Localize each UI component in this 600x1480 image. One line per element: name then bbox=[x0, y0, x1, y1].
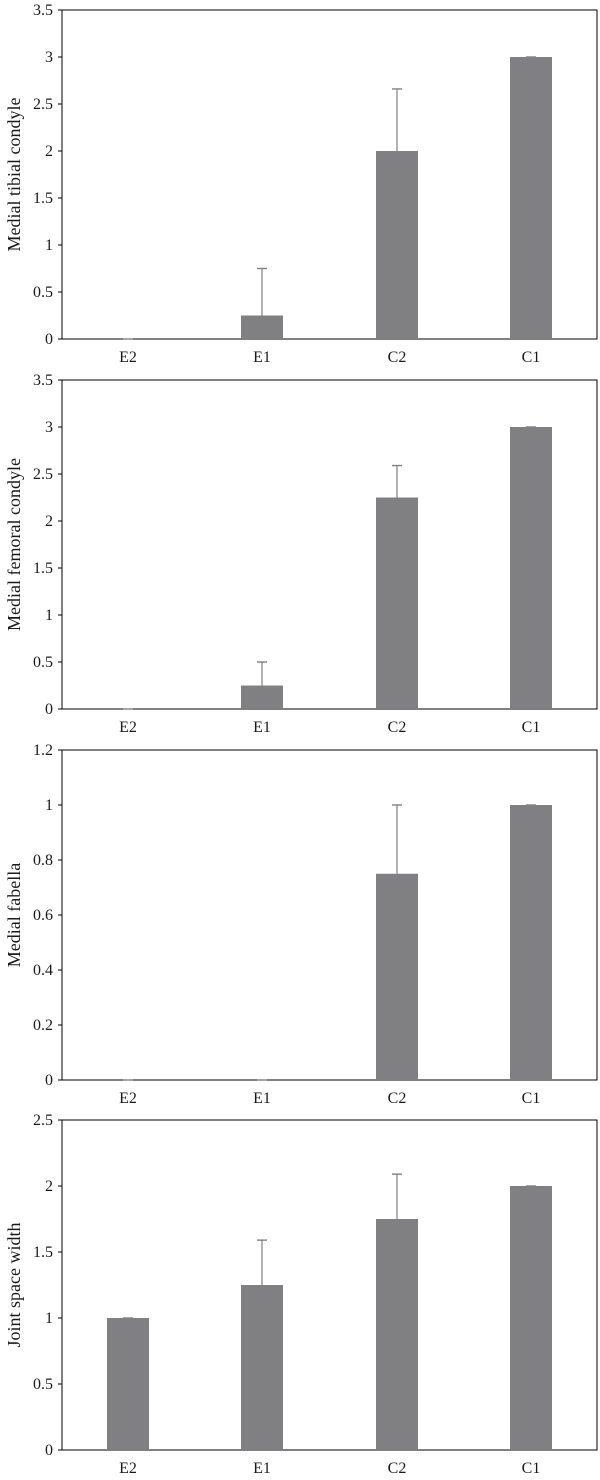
plot-frame bbox=[61, 9, 598, 340]
x-tick-label: C2 bbox=[388, 1460, 407, 1477]
x-tick-label: E2 bbox=[119, 719, 137, 736]
chart-panel-1: 0 0.5 1 1.5 2 2.5 3 3.5 Medial tibial condyle E2 E… bbox=[4, 2, 598, 366]
y-tick-label: 2 bbox=[45, 1178, 53, 1195]
y-tick-label: 1 bbox=[45, 237, 53, 254]
bar-C2 bbox=[376, 873, 418, 1080]
y-tick-label: 0.8 bbox=[33, 852, 53, 869]
plot-frame bbox=[61, 1119, 598, 1451]
y-axis-label: Joint space width bbox=[4, 1223, 24, 1348]
y-tick-label: 2.5 bbox=[33, 466, 53, 483]
y-tick-label: 1.5 bbox=[33, 190, 53, 207]
bar-E1 bbox=[241, 315, 283, 339]
y-tick-label: 1 bbox=[45, 1310, 53, 1327]
x-tick-label: E2 bbox=[119, 1460, 137, 1477]
bar-E2 bbox=[107, 1318, 149, 1450]
bar-C1 bbox=[510, 57, 552, 339]
y-tick-label: 2.5 bbox=[33, 1112, 53, 1129]
x-tick-label: C2 bbox=[388, 719, 407, 736]
y-tick-label: 0 bbox=[45, 1072, 53, 1089]
x-tick-label: E2 bbox=[119, 1090, 137, 1107]
y-tick-label: 0 bbox=[45, 331, 53, 348]
bar-C2 bbox=[376, 151, 418, 339]
y-axis-label: Medial fabella bbox=[4, 863, 24, 967]
y-tick-label: 1.5 bbox=[33, 1244, 53, 1261]
x-tick-label: C1 bbox=[522, 1090, 541, 1107]
x-tick-label: E1 bbox=[253, 1460, 271, 1477]
x-tick-label: E1 bbox=[253, 1090, 271, 1107]
bar-E1 bbox=[241, 685, 283, 709]
y-tick-label: 0.4 bbox=[33, 962, 53, 979]
y-tick-label: 1 bbox=[45, 797, 53, 814]
y-tick-label: 1.2 bbox=[33, 742, 53, 759]
bar-C1 bbox=[510, 805, 552, 1080]
x-tick-label: E2 bbox=[119, 349, 137, 366]
bar-C1 bbox=[510, 1186, 552, 1450]
y-axis-label: Medial femoral condyle bbox=[4, 458, 24, 631]
x-tick-label: C1 bbox=[522, 719, 541, 736]
y-tick-label: 0.5 bbox=[33, 284, 53, 301]
chart-panel-3: 0 0.2 0.4 0.6 0.8 1 1.2 Medial fabella E2 E1 C2 C1 bbox=[4, 742, 598, 1107]
y-tick-label: 0 bbox=[45, 1442, 53, 1459]
y-tick-label: 1.5 bbox=[33, 560, 53, 577]
y-tick-label: 0.5 bbox=[33, 654, 53, 671]
bar-C2 bbox=[376, 497, 418, 709]
y-tick-label: 3 bbox=[45, 419, 53, 436]
bar-E1 bbox=[241, 1285, 283, 1450]
y-tick-label: 0 bbox=[45, 701, 53, 718]
x-tick-label: C2 bbox=[388, 1090, 407, 1107]
x-tick-label: C1 bbox=[522, 349, 541, 366]
chart-panel-2: 0 0.5 1 1.5 2 2.5 3 3.5 Medial femoral condyle E2… bbox=[4, 372, 598, 736]
plot-frame bbox=[61, 379, 598, 710]
y-axis-label: Medial tibial condyle bbox=[4, 98, 24, 252]
y-tick-label: 2 bbox=[45, 143, 53, 160]
y-tick-label: 3.5 bbox=[33, 2, 53, 19]
y-tick-label: 1 bbox=[45, 607, 53, 624]
y-tick-label: 0.5 bbox=[33, 1376, 53, 1393]
x-tick-label: E1 bbox=[253, 349, 271, 366]
y-tick-label: 3 bbox=[45, 49, 53, 66]
chart-panel-4: 0 0.5 1 1.5 2 2.5 Joint space width E2 E1 C2 C1 bbox=[4, 1112, 598, 1477]
x-tick-label: E1 bbox=[253, 719, 271, 736]
y-tick-label: 2.5 bbox=[33, 96, 53, 113]
bar-C1 bbox=[510, 427, 552, 709]
y-tick-label: 3.5 bbox=[33, 372, 53, 389]
y-tick-label: 0.2 bbox=[33, 1017, 53, 1034]
y-tick-label: 2 bbox=[45, 513, 53, 530]
x-tick-label: C2 bbox=[388, 349, 407, 366]
bar-C2 bbox=[376, 1219, 418, 1450]
y-tick-label: 0.6 bbox=[33, 907, 53, 924]
x-tick-label: C1 bbox=[522, 1460, 541, 1477]
